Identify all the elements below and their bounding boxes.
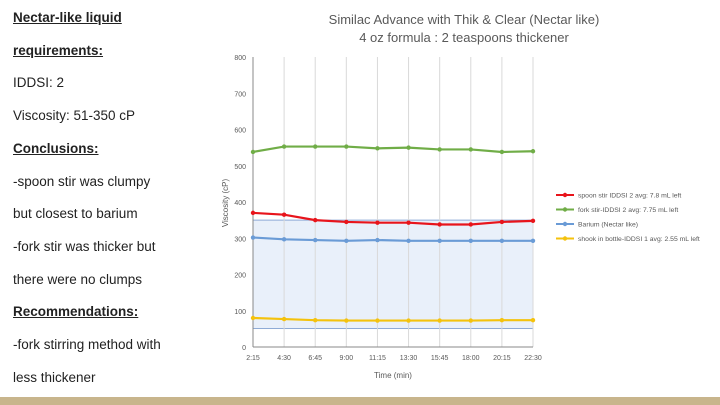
data-point	[499, 219, 505, 225]
data-point	[344, 144, 349, 149]
legend-marker	[562, 207, 568, 212]
y-tick-label: 400	[234, 200, 246, 207]
data-point	[313, 237, 318, 243]
data-point	[375, 237, 380, 243]
series-line	[252, 316, 533, 322]
data-point	[499, 317, 505, 323]
data-point	[468, 222, 473, 227]
data-point	[406, 145, 411, 150]
data-point	[281, 212, 287, 217]
section-heading: Conclusions:	[13, 140, 99, 156]
bottom-accent-bar	[0, 397, 720, 405]
y-tick-label: 800	[234, 55, 246, 62]
x-tick-label: 22:30	[524, 355, 542, 362]
x-tick-label: 18:00	[462, 355, 480, 362]
data-point	[530, 238, 536, 243]
x-tick-label: 2:15	[246, 355, 260, 362]
data-point	[344, 219, 349, 225]
series-line	[252, 211, 534, 226]
x-tick-label: 20:15	[493, 355, 511, 362]
data-point	[375, 146, 380, 151]
data-point	[406, 238, 411, 243]
data-point	[313, 317, 318, 323]
data-point	[281, 237, 287, 242]
data-point	[530, 317, 536, 323]
series-line	[252, 145, 534, 154]
x-tick-label: 15:45	[431, 355, 449, 362]
x-axis-label: Time (min)	[374, 371, 412, 380]
text-line: less thickener	[13, 369, 96, 385]
data-point	[281, 144, 287, 149]
section-heading: Nectar-like liquid	[13, 10, 122, 25]
text-line: but closest to barium	[13, 206, 138, 222]
text-line: -fork stir was thicker but	[13, 238, 156, 254]
text-line: IDDSI: 2	[13, 75, 65, 91]
x-tick-label: 13:30	[400, 355, 418, 362]
x-tick-label: 4:30	[277, 355, 291, 362]
x-tick-label: 11:15	[369, 355, 386, 362]
text-line: -fork stirring method with	[13, 337, 161, 352]
y-tick-label: 200	[234, 273, 246, 280]
section-heading: Recommendations:	[13, 304, 139, 320]
target-viscosity-range	[252, 219, 534, 330]
data-point	[281, 316, 287, 322]
data-point	[250, 210, 256, 216]
legend-marker	[562, 192, 568, 198]
data-point	[499, 149, 505, 155]
text-line: -spoon stir was clumpy	[13, 173, 151, 189]
section-heading: requirements:	[13, 42, 104, 58]
data-point	[375, 318, 380, 323]
data-point	[530, 218, 536, 224]
y-tick-label: 700	[234, 91, 246, 98]
data-point	[406, 318, 411, 323]
y-tick-label: 100	[234, 309, 246, 316]
chart-title: Similac Advance with Thik & Clear (Necta…	[329, 12, 600, 27]
x-tick-label: 6:45	[308, 355, 322, 362]
data-point	[375, 220, 380, 225]
y-tick-label: 300	[234, 236, 246, 243]
data-point	[530, 149, 536, 154]
y-axis-label: Viscosity (cP)	[221, 179, 230, 228]
y-tick-label: 500	[234, 164, 246, 171]
data-point	[313, 144, 318, 149]
data-point	[437, 318, 442, 323]
data-point	[468, 238, 473, 243]
x-tick-label: 9:00	[340, 355, 354, 362]
y-tick-label: 0	[242, 345, 246, 352]
series-line	[252, 236, 533, 242]
legend-label: shook in bottle-IDDSI 1 avg: 2.55 mL lef…	[578, 236, 700, 243]
text-line: Viscosity: 51-350 cP	[13, 108, 136, 124]
legend-marker	[562, 236, 568, 241]
chart-legend: spoon stir IDDSI 2 avg: 7.8 mL left fork …	[556, 192, 700, 243]
data-point	[499, 238, 505, 243]
data-point	[250, 149, 256, 155]
chart-subtitle: 4 oz formula : 2 teaspoons thickener	[359, 30, 569, 45]
legend-label: fork stir-IDDSI 2 avg: 7.75 mL left	[578, 207, 678, 214]
data-point	[437, 238, 442, 243]
data-point	[437, 147, 442, 152]
data-point	[313, 217, 318, 223]
data-point	[344, 318, 349, 323]
legend-label: spoon stir IDDSI 2 avg: 7.8 mL left	[578, 193, 681, 200]
plot-area: 0 100 200 300 400 500 600 700 800 2:15 4:30 6:45 9:0…	[234, 55, 542, 362]
data-point	[344, 238, 349, 243]
data-point	[406, 220, 411, 225]
data-point	[437, 222, 442, 227]
data-point	[468, 147, 473, 152]
data-point	[468, 318, 473, 323]
text-line: there were no clumps	[13, 271, 143, 287]
data-point	[250, 315, 256, 321]
y-tick-label: 600	[234, 128, 246, 135]
legend-marker	[562, 221, 568, 227]
legend-label: Barium (Nectar like)	[578, 222, 638, 229]
data-point	[250, 235, 256, 240]
